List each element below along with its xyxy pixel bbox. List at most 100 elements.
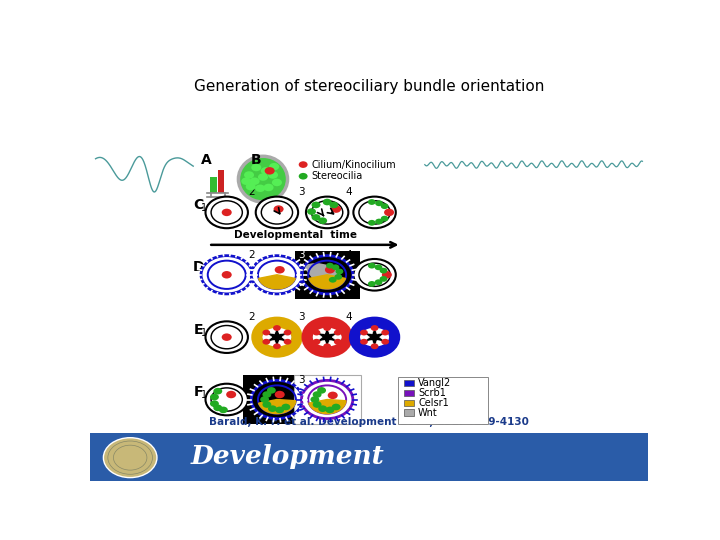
Circle shape xyxy=(274,205,284,213)
Circle shape xyxy=(104,438,157,477)
Circle shape xyxy=(219,407,228,413)
Text: 2: 2 xyxy=(248,187,255,198)
Text: Barald, K. F. et al. Development 2004; 131: 4119-4130: Barald, K. F. et al. Development 2004; 1… xyxy=(209,417,529,427)
Text: 4: 4 xyxy=(346,250,352,260)
Wedge shape xyxy=(258,400,296,414)
FancyBboxPatch shape xyxy=(243,375,310,424)
Text: 2: 2 xyxy=(248,312,255,322)
Circle shape xyxy=(375,219,383,225)
Text: Vangl2: Vangl2 xyxy=(418,378,451,388)
FancyBboxPatch shape xyxy=(294,375,361,424)
Circle shape xyxy=(359,326,390,349)
FancyBboxPatch shape xyxy=(404,409,414,416)
Circle shape xyxy=(331,205,341,213)
Circle shape xyxy=(334,329,342,335)
Circle shape xyxy=(359,263,390,286)
Circle shape xyxy=(368,220,376,226)
Text: 1: 1 xyxy=(202,328,207,338)
Circle shape xyxy=(211,388,243,411)
Wedge shape xyxy=(302,263,343,283)
Circle shape xyxy=(381,216,389,221)
Circle shape xyxy=(354,259,396,291)
Circle shape xyxy=(272,179,282,186)
Circle shape xyxy=(312,401,322,408)
Circle shape xyxy=(226,391,236,399)
Text: Celsr1: Celsr1 xyxy=(418,398,449,408)
Circle shape xyxy=(332,265,339,270)
Text: Developmental  time: Developmental time xyxy=(233,230,356,240)
Circle shape xyxy=(312,391,322,398)
Circle shape xyxy=(312,201,320,208)
FancyBboxPatch shape xyxy=(404,389,414,396)
Text: 4: 4 xyxy=(346,312,352,322)
Circle shape xyxy=(246,183,256,191)
Circle shape xyxy=(375,200,383,206)
Circle shape xyxy=(251,255,302,294)
Circle shape xyxy=(306,197,348,228)
Circle shape xyxy=(382,339,389,345)
Text: 2: 2 xyxy=(248,250,255,260)
Circle shape xyxy=(273,325,281,331)
Circle shape xyxy=(306,321,348,353)
Circle shape xyxy=(265,167,275,174)
Text: 3: 3 xyxy=(298,187,305,198)
Circle shape xyxy=(379,276,387,282)
Circle shape xyxy=(284,329,292,335)
Circle shape xyxy=(205,197,248,228)
Circle shape xyxy=(308,386,346,414)
Circle shape xyxy=(275,266,284,274)
Text: Scrb1: Scrb1 xyxy=(418,388,446,398)
Circle shape xyxy=(251,164,261,171)
Circle shape xyxy=(267,387,276,394)
Circle shape xyxy=(325,407,334,413)
Circle shape xyxy=(381,203,389,209)
Circle shape xyxy=(205,321,248,353)
FancyBboxPatch shape xyxy=(398,377,488,424)
Circle shape xyxy=(258,261,296,289)
Circle shape xyxy=(262,339,270,345)
Circle shape xyxy=(360,329,368,335)
Polygon shape xyxy=(363,327,386,347)
Circle shape xyxy=(244,171,254,179)
Circle shape xyxy=(307,208,316,215)
Text: Wnt: Wnt xyxy=(418,408,438,418)
Circle shape xyxy=(222,271,232,279)
Circle shape xyxy=(323,325,331,331)
Polygon shape xyxy=(315,327,338,347)
Text: 1: 1 xyxy=(202,203,207,213)
Text: B: B xyxy=(251,153,261,167)
Circle shape xyxy=(268,171,278,179)
Circle shape xyxy=(368,199,376,205)
Circle shape xyxy=(213,388,222,395)
Circle shape xyxy=(260,396,269,403)
Circle shape xyxy=(379,268,387,274)
Circle shape xyxy=(299,173,307,180)
Wedge shape xyxy=(309,400,346,414)
Text: A: A xyxy=(201,153,212,167)
Circle shape xyxy=(258,173,268,181)
Circle shape xyxy=(256,321,298,353)
Circle shape xyxy=(213,404,222,411)
Circle shape xyxy=(328,392,338,399)
Circle shape xyxy=(284,339,292,345)
Circle shape xyxy=(268,406,277,412)
Circle shape xyxy=(326,263,334,268)
Circle shape xyxy=(255,185,265,192)
Circle shape xyxy=(261,326,292,349)
Text: 2: 2 xyxy=(248,375,255,384)
Text: Cilium/Kinocilium: Cilium/Kinocilium xyxy=(312,160,396,170)
Circle shape xyxy=(334,274,342,280)
Text: E: E xyxy=(194,323,204,336)
Circle shape xyxy=(329,201,338,208)
Circle shape xyxy=(210,400,219,407)
Circle shape xyxy=(208,261,246,289)
Circle shape xyxy=(275,391,284,399)
Circle shape xyxy=(222,333,232,341)
Circle shape xyxy=(264,184,274,191)
Text: Development: Development xyxy=(190,444,384,469)
Text: 3: 3 xyxy=(298,375,305,384)
Circle shape xyxy=(312,201,343,224)
Circle shape xyxy=(302,380,353,418)
Text: C: C xyxy=(194,198,204,212)
Circle shape xyxy=(332,404,341,410)
